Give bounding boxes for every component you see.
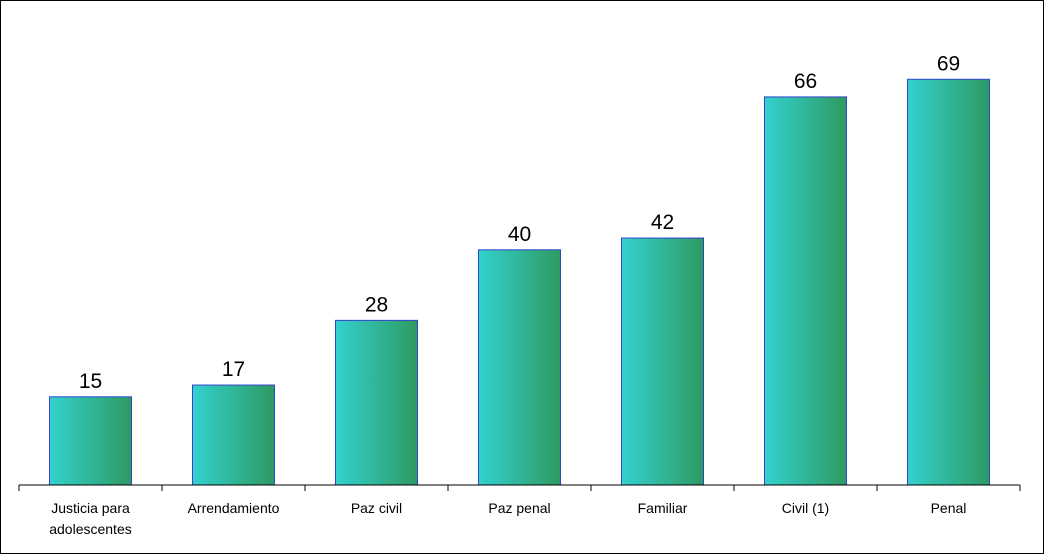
category-label-line: Civil (1) bbox=[782, 500, 829, 516]
bar bbox=[764, 96, 847, 486]
bar-value-label: 28 bbox=[365, 293, 388, 316]
category-label-line: adolescentes bbox=[49, 521, 132, 537]
bar-value-label: 17 bbox=[222, 358, 245, 381]
category-label-line: Arrendamiento bbox=[188, 500, 280, 516]
category-label: Paz penal bbox=[488, 500, 550, 516]
category-label: Familiar bbox=[638, 500, 688, 516]
bar bbox=[907, 78, 990, 486]
bar bbox=[192, 384, 275, 486]
bar bbox=[335, 319, 418, 486]
category-label: Penal bbox=[931, 500, 967, 516]
category-label: Arrendamiento bbox=[188, 500, 280, 516]
category-label-line: Paz civil bbox=[351, 500, 402, 516]
bar-value-label: 69 bbox=[937, 52, 960, 75]
category-label: Civil (1) bbox=[782, 500, 829, 516]
category-label: Paz civil bbox=[351, 500, 402, 516]
bar bbox=[478, 249, 561, 486]
bar bbox=[49, 396, 132, 486]
value-labels-group: 15 17 28 40 42 66 69 bbox=[79, 52, 960, 393]
bar bbox=[621, 237, 704, 486]
bar-value-label: 66 bbox=[794, 70, 817, 93]
category-label-line: Penal bbox=[931, 500, 967, 516]
x-axis-ticks bbox=[18, 485, 1021, 491]
bar-value-label: 42 bbox=[651, 211, 674, 234]
category-labels-group: Justicia para adolescentes Arrendamiento Pa… bbox=[49, 500, 966, 537]
category-label-line: Paz penal bbox=[488, 500, 550, 516]
category-label-line: Justicia para bbox=[51, 500, 130, 516]
bar-value-label: 15 bbox=[79, 370, 102, 393]
bars-group bbox=[49, 78, 990, 486]
category-label-line: Familiar bbox=[638, 500, 688, 516]
bar-value-label: 40 bbox=[508, 223, 531, 246]
category-label: Justicia para adolescentes bbox=[49, 500, 132, 537]
